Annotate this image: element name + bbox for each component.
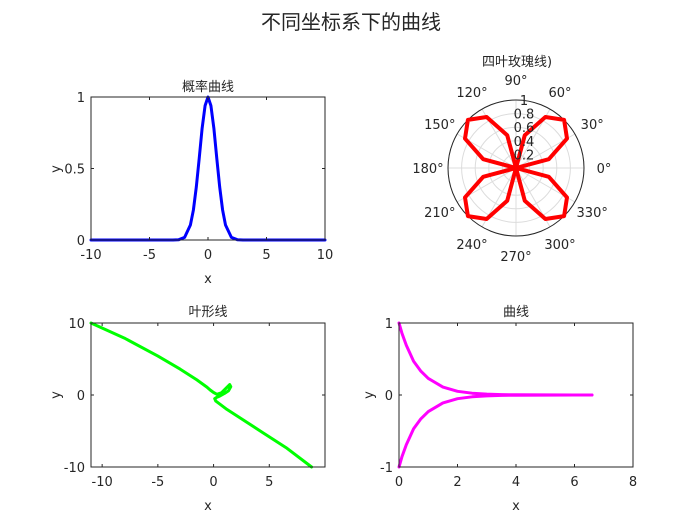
curve-ytick-label: -1 [380,461,393,476]
folium-xlabel: x [204,499,212,514]
probability-curve-ytick-label: 0.5 [64,163,85,178]
curve-xtick-label: 0 [395,475,403,490]
folium-xtick-label: -5 [151,475,164,490]
curve-xtick-label: 8 [629,475,637,490]
probability-curve-ytick-label: 1 [77,91,85,106]
folium-xtick-label: 5 [265,475,273,490]
probability-curve-xtick-label: 0 [204,248,212,263]
polar-radial-label: 0.2 [514,148,535,163]
polar-angle-label: 240° [456,238,487,253]
folium-xtick-label: 0 [209,475,217,490]
polar-radial-label: 1 [520,94,528,109]
curve-xtick-label: 4 [512,475,520,490]
polar-radial-label: 0.8 [514,108,535,123]
curve-xlabel: x [512,499,520,514]
curve-ylabel: y [362,391,377,399]
curve-ytick-label: 0 [385,389,393,404]
polar-angle-label: 330° [577,206,608,221]
folium-title: 叶形线 [188,305,227,320]
polar-angle-label: 60° [548,86,571,101]
probability-curve-axes: 概率曲线 x y -10 -5 0 5 10 0 0.5 1 [49,79,333,287]
probability-curve-xlabel: x [204,272,212,287]
curve-ytick-label: 1 [385,317,393,332]
folium-series-line-0 [89,321,314,469]
polar-angle-label: 30° [581,118,604,133]
polar-radial-label: 0.4 [514,135,535,150]
probability-curve-xtick-label: -10 [80,248,101,263]
folium-ytick-label: 10 [68,317,85,332]
folium-ylabel: y [49,391,64,399]
probability-curve-xtick-label: -5 [143,248,156,263]
folium-ytick-label: -10 [64,461,85,476]
four-leaf-rose-title: 四叶玫瑰线) [482,54,552,70]
figure-title: 不同坐标系下的曲线 [261,10,441,34]
polar-angle-label: 0° [597,162,612,177]
curve-xtick-label: 2 [453,475,461,490]
folium-ytick-label: 0 [77,389,85,404]
polar-angle-label: 90° [504,74,527,89]
curve-xtick-label: 6 [570,475,578,490]
probability-curve-ytick-label: 0 [77,234,85,249]
polar-angle-label: 180° [412,162,443,177]
folium-xtick-label: -10 [92,475,113,490]
polar-angle-label: 210° [424,206,455,221]
curve-title: 曲线 [503,305,529,320]
probability-curve-xtick-label: 10 [317,248,334,263]
polar-angle-label: 120° [456,86,487,101]
four-leaf-rose-series-line-0 [463,115,569,221]
probability-curve-ylabel: y [49,165,64,173]
polar-outer-ring [447,99,585,237]
curve-axes: 曲线 x y 0 2 4 6 8-101 [362,305,637,514]
probability-curve-xtick-label: 5 [262,248,270,263]
curve-series-line-1 [397,393,594,469]
polar-radial-label: 0.6 [514,121,535,136]
folium-axes: 叶形线 x y -10 -5 0 5 -10 0 10 [49,305,326,514]
probability-curve-title: 概率曲线 [182,79,234,95]
polar-angle-label: 300° [544,238,575,253]
polar-angle-label: 150° [424,118,455,133]
four-leaf-rose-axes: 四叶玫瑰线) 0° 30° 60° 90° 120° 150° 180° 210° 240° 27… [412,54,611,265]
polar-angle-label: 270° [500,250,531,265]
